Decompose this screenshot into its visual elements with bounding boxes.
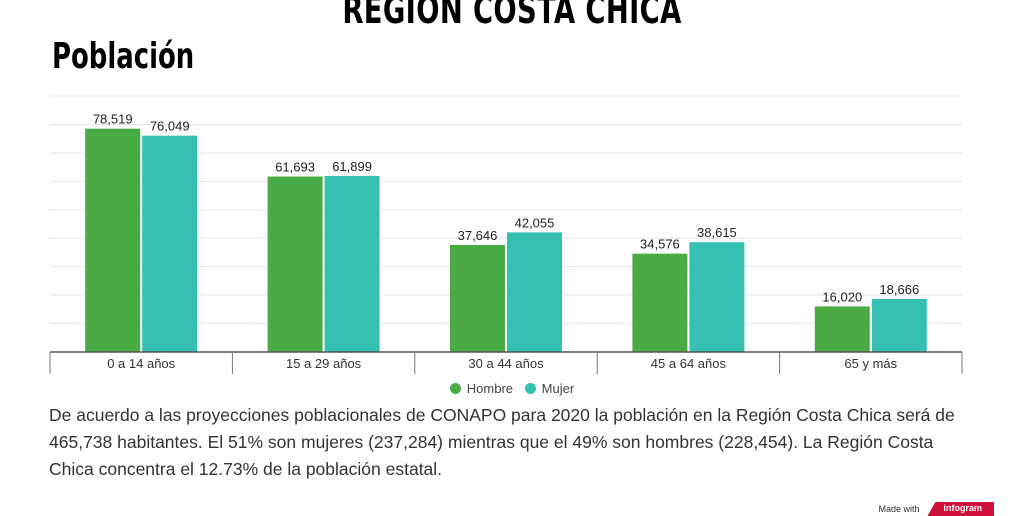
value-label-hombre-1: 78,519 [93, 112, 133, 127]
x-axis: 0 a 14 años 15 a 29 años 30 a 44 años 45 a … [49, 351, 963, 374]
category-label-1: 0 a 14 años [107, 356, 175, 371]
value-label-mujer-2: 61,899 [332, 159, 372, 174]
bar-hombre-2[interactable] [267, 176, 323, 352]
category-label-2: 15 a 29 años [286, 356, 362, 371]
bar-hombre-3[interactable] [450, 244, 505, 352]
bars [85, 128, 927, 352]
value-label-hombre-2: 61,693 [275, 160, 315, 175]
legend-label-mujer: Mujer [541, 381, 575, 396]
bar-mujer-3[interactable] [507, 232, 562, 352]
legend-label-hombre: Hombre [466, 381, 514, 396]
category-label-4: 45 a 64 años [651, 356, 727, 371]
value-label-mujer-3: 42,055 [515, 215, 555, 230]
grid-lines [50, 95, 962, 325]
value-label-mujer-5: 18,666 [879, 282, 919, 297]
value-label-hombre-4: 34,576 [640, 237, 680, 252]
bar-hombre-1[interactable] [85, 128, 141, 352]
infogram-brand-link[interactable]: infogram [927, 502, 994, 516]
description-text: De acuerdo a las proyecciones poblaciona… [49, 405, 955, 479]
bar-mujer-2[interactable] [324, 175, 380, 352]
bar-hombre-5[interactable] [814, 306, 870, 352]
legend-item-hombre[interactable]: Hombre [449, 381, 514, 396]
value-label-mujer-4: 38,615 [697, 225, 737, 240]
bar-mujer-1[interactable] [142, 135, 198, 352]
section-title: Población [52, 36, 195, 77]
category-label-3: 30 a 44 años [468, 356, 544, 371]
population-bar-chart: 78,519 76,049 61,693 61,899 37,646 42,055 34,5… [49, 95, 963, 374]
value-label-mujer-1: 76,049 [150, 119, 190, 134]
legend-dot-hombre [449, 383, 461, 394]
legend-dot-mujer [524, 383, 536, 394]
footer-attribution: Made with infogram [878, 502, 994, 516]
bar-mujer-5[interactable] [871, 298, 927, 352]
value-label-hombre-5: 16,020 [822, 289, 862, 304]
made-with-label: Made with [878, 504, 920, 514]
category-label-5: 65 y más [844, 356, 897, 371]
region-title: REGION COSTA CHICA [342, 0, 682, 32]
bar-mujer-4[interactable] [689, 242, 745, 352]
value-labels: 78,519 76,049 61,693 61,899 37,646 42,055 34,5… [93, 112, 919, 305]
bar-hombre-4[interactable] [632, 253, 688, 352]
legend-item-mujer[interactable]: Mujer [524, 381, 575, 396]
value-label-hombre-3: 37,646 [458, 228, 498, 243]
legend: Hombre Mujer [0, 381, 1024, 397]
